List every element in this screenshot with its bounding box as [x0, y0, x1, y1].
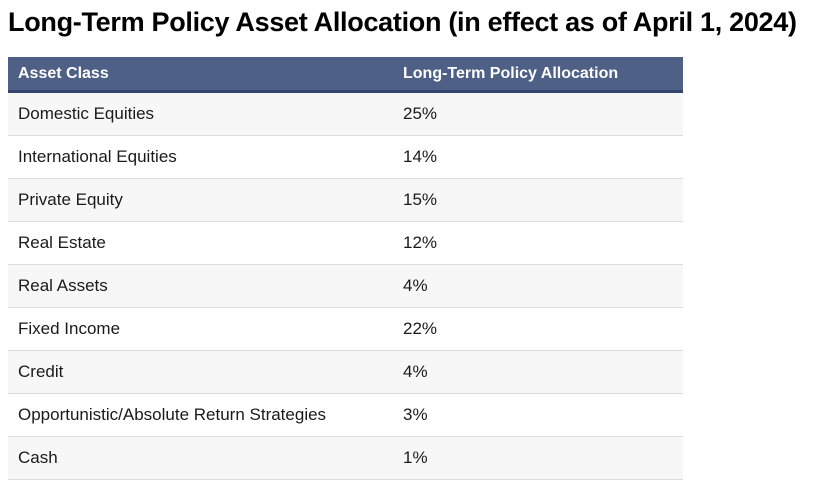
asset-class-cell: Fixed Income [8, 307, 393, 351]
allocation-cell: 15% [393, 178, 683, 222]
table-header-row: Asset Class Long-Term Policy Allocation [8, 57, 683, 93]
asset-class-cell: Private Equity [8, 178, 393, 222]
table-row: Real Estate 12% [8, 221, 683, 265]
table-row: Credit 4% [8, 350, 683, 394]
allocation-cell: 4% [393, 264, 683, 308]
asset-class-cell: Credit [8, 350, 393, 394]
allocation-cell: 4% [393, 350, 683, 394]
table-row: Fixed Income 22% [8, 307, 683, 351]
asset-class-cell: Real Assets [8, 264, 393, 308]
allocation-cell: 25% [393, 91, 683, 136]
allocation-cell: 22% [393, 307, 683, 351]
allocation-table: Asset Class Long-Term Policy Allocation … [8, 57, 683, 480]
table-row: Real Assets 4% [8, 264, 683, 308]
table-row: Opportunistic/Absolute Return Strategies… [8, 393, 683, 437]
page-title: Long-Term Policy Asset Allocation (in ef… [8, 7, 797, 37]
table-row: International Equities 14% [8, 135, 683, 179]
table-row: Cash 1% [8, 436, 683, 480]
allocation-cell: 3% [393, 393, 683, 437]
allocation-cell: 1% [393, 436, 683, 480]
column-header-asset-class: Asset Class [8, 57, 393, 93]
asset-class-cell: Domestic Equities [8, 91, 393, 136]
column-header-allocation: Long-Term Policy Allocation [393, 57, 683, 93]
allocation-cell: 12% [393, 221, 683, 265]
asset-class-cell: Real Estate [8, 221, 393, 265]
asset-class-cell: Opportunistic/Absolute Return Strategies [8, 393, 393, 437]
table-row: Domestic Equities 25% [8, 91, 683, 136]
table-row: Private Equity 15% [8, 178, 683, 222]
asset-class-cell: International Equities [8, 135, 393, 179]
asset-class-cell: Cash [8, 436, 393, 480]
allocation-cell: 14% [393, 135, 683, 179]
